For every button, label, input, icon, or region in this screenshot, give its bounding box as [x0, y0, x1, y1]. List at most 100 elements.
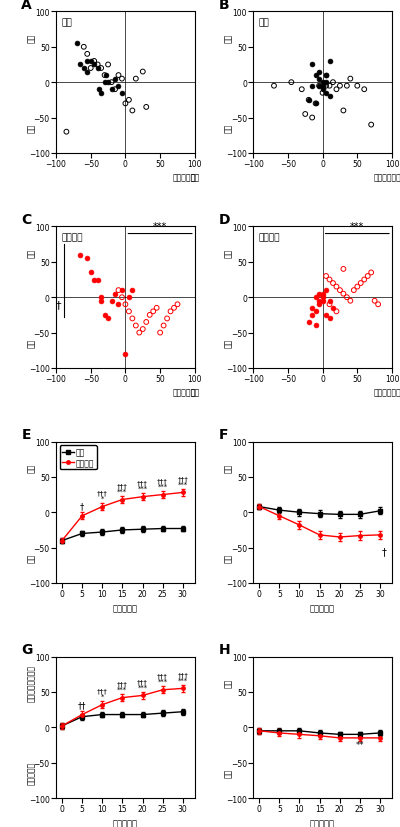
Point — [312, 98, 319, 111]
Point — [319, 84, 326, 97]
Text: ***: *** — [350, 222, 364, 232]
Point — [333, 305, 340, 318]
Point — [340, 288, 347, 301]
Point — [323, 284, 329, 298]
Text: 不安・緊張: 不安・緊張 — [172, 388, 195, 397]
Point — [108, 76, 115, 89]
Point — [372, 294, 378, 308]
Point — [94, 59, 101, 72]
Text: †††
***: ††† *** — [137, 480, 148, 491]
Text: 癌し: 癌し — [26, 463, 36, 472]
Text: 爽快: 爽快 — [224, 33, 233, 42]
Point — [154, 302, 160, 315]
Point — [298, 84, 305, 97]
Point — [146, 309, 153, 323]
Text: 音楽聴取: 音楽聴取 — [62, 233, 83, 241]
Text: 安心・リラックス: 安心・リラックス — [374, 174, 400, 183]
Point — [316, 288, 322, 301]
Point — [84, 48, 90, 61]
Point — [112, 73, 118, 86]
Point — [312, 98, 319, 111]
Point — [347, 73, 354, 86]
X-axis label: 時間（分）: 時間（分） — [113, 819, 138, 827]
Point — [119, 291, 125, 304]
Point — [309, 112, 315, 125]
Point — [319, 294, 326, 308]
Point — [361, 84, 368, 97]
Point — [94, 62, 101, 75]
Point — [101, 309, 108, 323]
Text: †††
***: ††† *** — [117, 681, 128, 692]
Point — [122, 347, 129, 361]
Point — [351, 284, 357, 298]
Point — [326, 313, 333, 326]
Point — [133, 319, 139, 332]
Text: 覚醒: 覚醒 — [26, 248, 36, 257]
Text: 爽快: 爽快 — [224, 248, 233, 257]
Point — [326, 80, 333, 93]
Point — [319, 76, 326, 89]
Text: F: F — [218, 428, 228, 442]
Point — [91, 274, 97, 287]
Point — [143, 101, 150, 114]
Text: †: † — [382, 547, 387, 557]
Point — [98, 62, 104, 75]
Point — [309, 309, 315, 323]
Point — [174, 299, 181, 312]
X-axis label: 時間（分）: 時間（分） — [310, 604, 335, 613]
Point — [316, 294, 322, 308]
Point — [126, 305, 132, 318]
Point — [157, 327, 163, 340]
Point — [108, 294, 115, 308]
Text: H: H — [218, 643, 230, 657]
Text: 癌し: 癌し — [190, 388, 200, 397]
Text: †††
***: ††† *** — [177, 476, 188, 487]
Point — [91, 55, 97, 69]
Point — [333, 84, 340, 97]
Text: 眠気: 眠気 — [26, 124, 36, 133]
Point — [323, 309, 329, 323]
Point — [312, 69, 319, 83]
Point — [164, 313, 170, 326]
Text: D: D — [218, 213, 230, 227]
Point — [98, 87, 104, 100]
Point — [101, 69, 108, 83]
Point — [364, 270, 371, 284]
Point — [330, 277, 336, 290]
Point — [94, 274, 101, 287]
Point — [84, 66, 90, 79]
Point — [271, 80, 277, 93]
Point — [143, 316, 150, 329]
Point — [316, 80, 322, 93]
Point — [312, 319, 319, 332]
Point — [88, 55, 94, 69]
Point — [319, 87, 326, 100]
Point — [312, 305, 319, 318]
Point — [77, 59, 84, 72]
Point — [326, 294, 333, 308]
Point — [88, 62, 94, 75]
Point — [115, 69, 122, 83]
Text: A: A — [21, 0, 32, 12]
Point — [112, 288, 118, 301]
Text: †††
***: ††† *** — [157, 478, 168, 490]
Point — [344, 291, 350, 304]
Point — [323, 80, 329, 93]
Point — [316, 299, 322, 312]
Text: 爽快: 爽快 — [224, 677, 233, 686]
Point — [337, 284, 343, 298]
Point — [103, 69, 109, 83]
Point — [88, 266, 94, 280]
Point — [323, 270, 329, 284]
Text: 慄鬱: 慄鬱 — [224, 338, 233, 347]
Text: †††
***: ††† *** — [157, 673, 168, 684]
Point — [119, 73, 125, 86]
Point — [375, 299, 381, 312]
Point — [330, 302, 336, 315]
Point — [77, 249, 84, 262]
Text: †: † — [55, 300, 61, 310]
Point — [129, 105, 136, 118]
Point — [361, 274, 368, 287]
Point — [288, 76, 294, 89]
Text: 癌し: 癌し — [190, 174, 200, 183]
